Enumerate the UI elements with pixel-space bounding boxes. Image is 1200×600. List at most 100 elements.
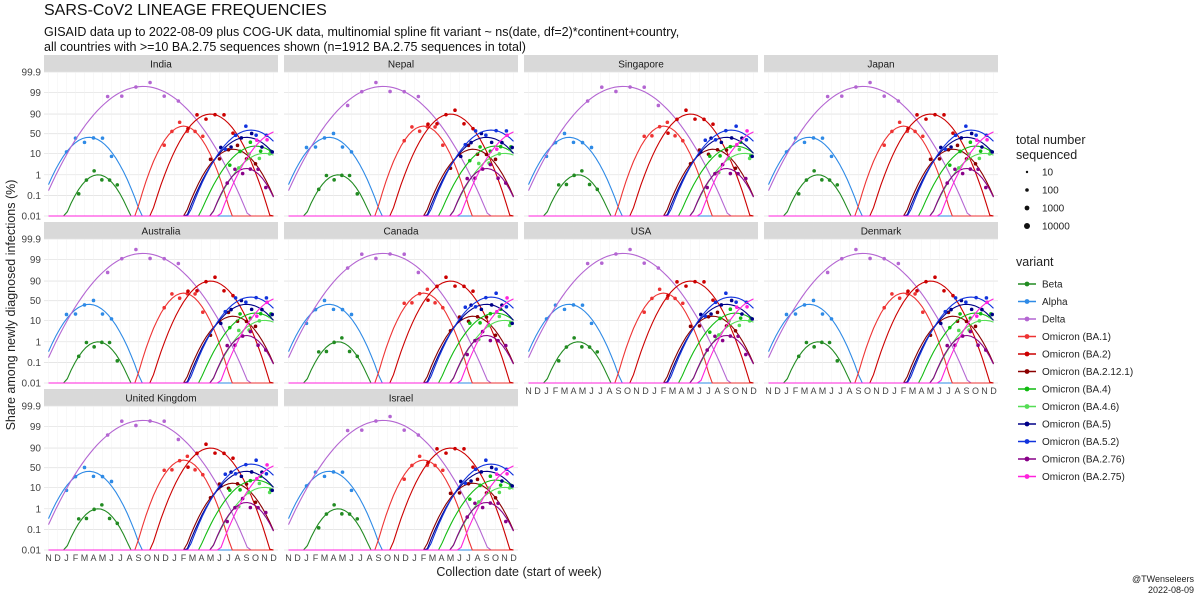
x-tick-label: S — [963, 386, 969, 396]
data-point — [402, 428, 407, 432]
data-point — [829, 154, 834, 159]
data-point — [235, 481, 240, 486]
series-line-delta — [528, 85, 754, 217]
facet-strip-united-kingdom — [44, 389, 278, 406]
data-point — [340, 173, 344, 178]
data-point — [265, 463, 269, 467]
data-point — [213, 451, 217, 455]
x-tick-label: J — [217, 553, 222, 563]
data-point — [119, 94, 124, 98]
x-tick-label: J — [349, 553, 354, 563]
data-point — [673, 134, 677, 138]
data-point — [829, 317, 834, 321]
data-point — [324, 512, 329, 516]
data-point — [475, 314, 480, 319]
data-point — [100, 312, 105, 316]
data-point — [985, 300, 989, 305]
data-point — [91, 474, 96, 479]
data-point — [463, 142, 468, 147]
data-point — [507, 323, 512, 328]
x-tick-label: M — [339, 553, 347, 563]
data-point — [711, 122, 715, 126]
data-point — [475, 477, 480, 482]
data-point — [148, 419, 152, 423]
x-tick-label: S — [855, 386, 861, 396]
series-line-omicron-ba-5- — [48, 303, 274, 384]
data-point — [915, 113, 919, 117]
data-point — [488, 338, 493, 343]
series-line-delta — [288, 252, 514, 384]
x-tick-label: N — [633, 386, 640, 396]
data-point — [719, 140, 724, 145]
x-tick-label: N — [873, 386, 880, 396]
size-legend-label: 10 — [1042, 168, 1054, 179]
series-line-omicron-ba-5- — [768, 136, 994, 217]
data-point — [713, 300, 718, 305]
data-point — [402, 301, 407, 306]
data-point — [264, 296, 269, 300]
data-point — [374, 80, 378, 85]
x-tick-label: N — [501, 553, 508, 563]
series-line-omicron-ba-2-76- — [48, 334, 274, 384]
x-tick-label: S — [615, 386, 621, 396]
data-point — [253, 324, 258, 329]
data-point — [703, 138, 708, 143]
data-point — [693, 117, 697, 121]
data-point — [340, 145, 345, 149]
x-tick-label: J — [109, 553, 114, 563]
data-point — [345, 266, 350, 270]
data-point — [728, 307, 733, 312]
data-point — [270, 488, 275, 493]
data-point — [466, 481, 471, 486]
data-point — [614, 252, 618, 256]
data-point — [256, 343, 260, 348]
data-point — [340, 470, 345, 474]
data-point — [854, 247, 858, 252]
data-point — [496, 501, 500, 506]
data-point — [254, 314, 259, 318]
y-tick-label: 50 — [30, 129, 42, 140]
data-point — [258, 311, 263, 316]
size-legend-key — [1024, 223, 1030, 229]
variant-legend-label: Omicron (BA.1) — [1042, 332, 1111, 343]
data-point — [924, 117, 928, 121]
data-point — [906, 289, 910, 293]
data-point — [924, 279, 928, 284]
variant-legend-label: Omicron (BA.5.2) — [1042, 437, 1119, 448]
data-point — [444, 275, 448, 279]
data-point — [897, 296, 902, 300]
data-point — [345, 103, 350, 108]
data-point — [270, 312, 275, 317]
data-point — [487, 323, 491, 328]
data-point — [458, 154, 463, 159]
data-point — [223, 309, 228, 314]
data-point — [933, 275, 937, 279]
x-tick-label: O — [492, 553, 499, 563]
data-point — [260, 307, 264, 312]
data-point — [595, 350, 600, 354]
data-point — [493, 157, 498, 162]
series-line-omicron-ba-5-2- — [288, 463, 514, 551]
data-point — [737, 323, 742, 328]
x-tick-label: D — [750, 386, 757, 396]
data-point — [231, 456, 235, 460]
series-line-alpha — [47, 470, 274, 551]
data-point — [839, 256, 844, 261]
data-point — [355, 517, 360, 521]
series-line-omicron-ba-2-12-1- — [48, 482, 275, 551]
data-point — [711, 298, 715, 302]
variant-legend-key-point — [1024, 456, 1030, 462]
data-point — [820, 178, 824, 182]
data-point — [946, 147, 951, 152]
data-point — [340, 307, 345, 312]
series-line-omicron-ba-2-12-1- — [768, 315, 995, 384]
data-point — [236, 328, 241, 333]
y-tick-label: 10 — [30, 483, 42, 494]
x-tick-label: J — [358, 553, 363, 563]
data-point — [195, 113, 199, 117]
data-point — [745, 305, 749, 309]
data-point — [359, 252, 364, 256]
data-point — [890, 292, 894, 296]
facet-strip-israel — [284, 389, 518, 406]
data-point — [977, 319, 982, 323]
